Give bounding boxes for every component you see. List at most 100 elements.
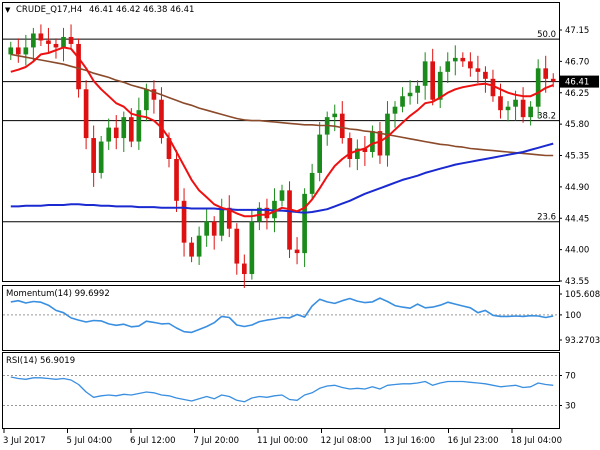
candle-body — [181, 200, 187, 243]
candle-body — [151, 89, 157, 100]
price-tick-label: 46.25 — [565, 89, 589, 99]
candle-body — [249, 221, 255, 275]
candle-body — [61, 36, 66, 48]
candle-body — [437, 71, 443, 100]
x-tick-label: 18 Jul 04:00 — [511, 436, 562, 446]
candle-body — [46, 40, 51, 44]
collapse-triangle-icon[interactable]: ▼ — [5, 6, 11, 14]
x-tick-label: 5 Jul 04:00 — [67, 436, 113, 446]
sma-mid-line — [10, 53, 554, 157]
candle-body — [83, 89, 89, 139]
rsi-tick-label: 30 — [565, 402, 576, 412]
momentum-title: Momentum(14) 99.6992 — [6, 289, 110, 299]
momentum-line — [10, 297, 554, 334]
rsi-title: RSI(14) 56.9019 — [6, 356, 75, 366]
price-tick-label: 45.35 — [565, 152, 589, 162]
candle-body — [76, 43, 81, 90]
price-tick-label: 44.45 — [565, 214, 589, 224]
sma-fast-line — [10, 46, 554, 218]
axes: 47.15 46.70 46.25 45.80 45.35 44.90 44.45 44.00… — [3, 26, 600, 446]
rsi-line — [10, 376, 554, 403]
x-tick-label: 6 Jul 12:00 — [130, 436, 176, 446]
last-price-box — [560, 75, 599, 88]
candle-body — [159, 99, 164, 139]
price-tick-label: 45.80 — [565, 120, 589, 130]
candle-body — [505, 106, 511, 111]
candle-body — [520, 99, 526, 118]
candle-body — [211, 221, 217, 236]
candle-body — [392, 106, 398, 114]
candle-body — [452, 57, 458, 62]
momentum-tick-label: 105.6089 — [565, 290, 600, 300]
candle-body — [189, 242, 194, 257]
candle-body — [287, 190, 292, 250]
x-tick-label: 7 Jul 20:00 — [194, 436, 240, 446]
rsi-panel-frame — [2, 352, 560, 429]
price-tick-label: 44.90 — [565, 183, 589, 193]
candle-body — [309, 172, 315, 194]
candle-body — [166, 138, 172, 159]
candle-body — [550, 78, 556, 82]
candle-body — [445, 61, 451, 72]
price-panel-frame — [2, 2, 560, 282]
candle-body — [468, 61, 473, 69]
fib-level-label: 38.2 — [537, 112, 556, 122]
candle-body — [279, 190, 285, 201]
candle-body — [204, 221, 209, 236]
candle-body — [294, 249, 300, 254]
x-tick-label: 3 Jul 2017 — [3, 436, 46, 446]
candle-body — [23, 47, 29, 55]
candle-body — [543, 68, 549, 79]
candle-body — [121, 117, 127, 139]
candle-body — [98, 141, 104, 173]
candle-body — [317, 134, 323, 173]
candle-body — [483, 71, 488, 79]
candle-body — [91, 138, 96, 173]
candle-body — [106, 127, 112, 142]
candle-body — [535, 68, 541, 107]
candle-body — [174, 158, 179, 201]
momentum-panel-frame — [2, 285, 560, 351]
candle-body — [38, 33, 44, 41]
x-tick-label: 11 Jul 00:00 — [257, 436, 308, 446]
candle-body — [498, 96, 503, 111]
candle-body — [475, 68, 481, 72]
candle-body — [113, 127, 119, 139]
candle-body — [460, 57, 466, 62]
candle-body — [226, 207, 232, 229]
candle-body — [264, 207, 270, 219]
price-tick-label: 47.15 — [565, 26, 589, 36]
fib-level-label: 50.0 — [537, 30, 556, 40]
last-price-label: 46.41 — [565, 78, 589, 88]
price-panel: 50.0 38.2 23.6 — [3, 24, 559, 288]
momentum-panel — [3, 297, 559, 334]
candle-body — [68, 36, 74, 44]
ohlc-label: 46.41 46.42 46.38 46.41 — [89, 5, 194, 15]
x-tick-label: 16 Jul 23:00 — [448, 436, 499, 446]
x-tick-label: 12 Jul 08:00 — [321, 436, 372, 446]
candle-body — [128, 117, 134, 142]
candle-body — [144, 89, 149, 111]
symbol-label: CRUDE_Q17,H4 — [16, 5, 82, 15]
candle-body — [377, 131, 383, 156]
candle-body — [370, 131, 375, 153]
fib-level-label: 23.6 — [537, 213, 556, 223]
candle-body — [339, 113, 345, 139]
candle-body — [8, 47, 14, 55]
rsi-tick-label: 70 — [565, 372, 576, 382]
candle-body — [15, 47, 21, 55]
candle-body — [513, 99, 518, 107]
momentum-tick-label: 100 — [565, 311, 581, 321]
candle-body — [241, 263, 247, 275]
candle-body — [302, 193, 307, 254]
momentum-tick-label: 93.2703 — [565, 336, 600, 346]
price-tick-label: 44.00 — [565, 246, 589, 256]
candle-body — [31, 33, 36, 48]
candle-body — [430, 61, 436, 100]
x-tick-label: 13 Jul 16:00 — [384, 436, 435, 446]
candle-body — [332, 113, 338, 118]
rsi-panel — [3, 375, 559, 406]
candle-body — [422, 61, 428, 86]
candle-body — [219, 207, 225, 236]
